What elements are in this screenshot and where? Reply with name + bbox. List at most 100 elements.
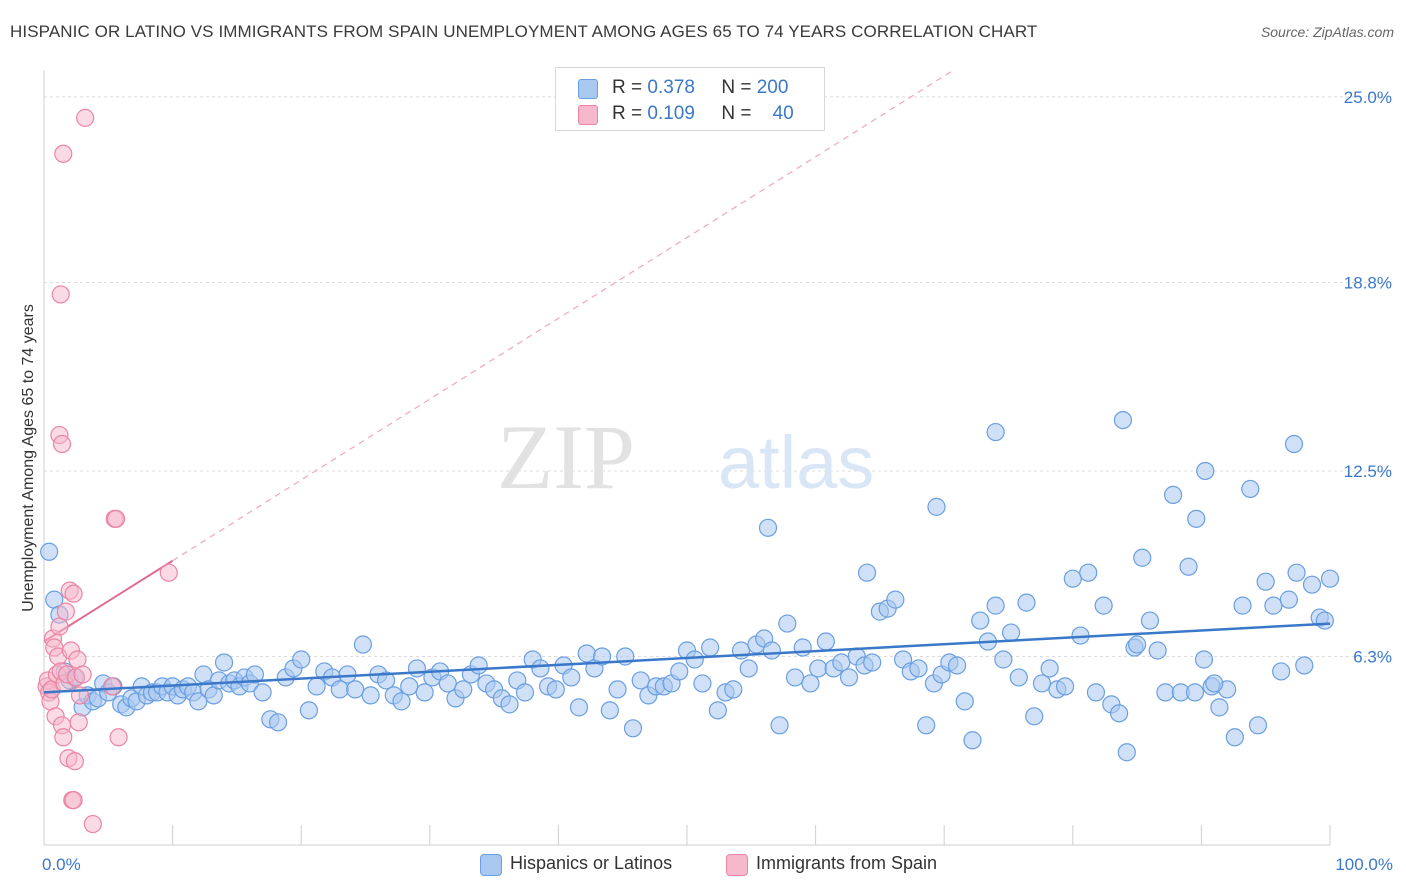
axes xyxy=(43,70,1331,846)
data-point-hispanic xyxy=(1094,596,1113,615)
data-point-hispanic xyxy=(762,641,781,660)
data-point-hispanic xyxy=(245,665,265,684)
data-point-spain xyxy=(65,752,84,771)
data-point-hispanic xyxy=(739,659,758,678)
data-point-hispanic xyxy=(1194,650,1214,669)
data-point-hispanic xyxy=(1127,635,1147,654)
data-point-hispanic xyxy=(307,677,326,696)
data-point-spain xyxy=(103,677,122,696)
series-legend: Hispanics or Latinos Immigrants from Spa… xyxy=(0,852,1406,878)
data-point-hispanic xyxy=(392,692,411,711)
data-point-hispanic xyxy=(955,692,974,711)
data-point-hispanic xyxy=(1205,674,1224,693)
tick-labels: 6.3% 12.5% 18.8% 25.0% 0.0% 100.0% xyxy=(42,88,1393,874)
data-point-hispanic xyxy=(1302,575,1322,594)
data-point-hispanic xyxy=(1055,677,1075,696)
data-point-spain xyxy=(54,728,73,747)
data-point-hispanic xyxy=(1225,728,1244,747)
legend-n-label: N = xyxy=(721,103,752,124)
data-point-hispanic xyxy=(415,683,434,702)
legend-r-label: R = xyxy=(612,77,643,98)
data-point-hispanic xyxy=(268,713,288,732)
data-point-hispanic xyxy=(1133,548,1152,567)
data-point-hispanic xyxy=(685,650,704,669)
data-point-hispanic xyxy=(986,422,1005,442)
data-point-hispanic xyxy=(986,596,1005,615)
data-point-hispanic xyxy=(994,650,1013,669)
data-point-hispanic xyxy=(1025,707,1044,726)
data-point-hispanic xyxy=(562,668,581,687)
legend-swatch-pink xyxy=(578,105,598,125)
data-point-hispanic xyxy=(1287,563,1306,582)
x-tick-label-max: 100.0% xyxy=(1335,855,1393,874)
data-point-hispanic xyxy=(376,671,396,690)
data-point-hispanic xyxy=(927,497,946,516)
y-tick-label: 6.3% xyxy=(1353,647,1392,666)
data-point-spain xyxy=(109,728,128,747)
data-point-hispanic xyxy=(338,665,357,684)
data-point-hispanic xyxy=(1032,674,1052,693)
data-point-hispanic xyxy=(758,518,778,537)
data-point-hispanic xyxy=(701,638,720,657)
data-point-hispanic xyxy=(1017,593,1036,612)
data-point-hispanic xyxy=(886,590,905,609)
watermark: ZIP atlas xyxy=(497,406,874,508)
data-point-hispanic xyxy=(801,674,820,693)
data-point-hispanic xyxy=(189,692,208,711)
legend-n-label: N = xyxy=(721,77,752,98)
data-point-hispanic xyxy=(569,698,589,717)
data-point-hispanic xyxy=(770,716,789,735)
data-point-hispanic xyxy=(330,680,349,699)
legend-swatch-blue xyxy=(480,854,502,876)
trend-immigrants-from-spain xyxy=(43,69,955,643)
data-point-hispanic xyxy=(1264,596,1283,615)
y-axis-label: Unemployment Among Ages 65 to 74 years xyxy=(20,304,37,612)
data-point-hispanic xyxy=(693,674,712,693)
data-point-hispanic xyxy=(1148,641,1167,660)
data-point-hispanic xyxy=(623,719,643,738)
data-point-hispanic xyxy=(1086,683,1106,702)
data-point-spain xyxy=(73,665,92,684)
data-point-hispanic xyxy=(1040,659,1059,678)
data-point-hispanic xyxy=(832,653,851,672)
legend-n-value: 200 xyxy=(756,77,789,98)
data-point-hispanic xyxy=(438,674,457,693)
data-point-hispanic xyxy=(1140,611,1160,630)
data-point-hispanic xyxy=(1079,563,1098,582)
data-point-hispanic xyxy=(1315,611,1334,630)
data-point-hispanic xyxy=(1117,743,1136,762)
watermark-atlas: atlas xyxy=(718,421,874,504)
data-point-hispanic xyxy=(546,680,565,699)
legend-n-value: 40 xyxy=(772,103,794,124)
data-point-hispanic xyxy=(778,614,797,633)
data-point-hispanic xyxy=(299,701,319,720)
data-point-hispanic xyxy=(454,680,473,699)
data-point-hispanic xyxy=(909,659,928,678)
data-point-spain xyxy=(83,814,102,834)
data-point-hispanic xyxy=(793,638,812,657)
data-point-hispanic xyxy=(971,611,990,630)
data-point-hispanic xyxy=(839,668,859,687)
data-point-hispanic xyxy=(600,701,619,720)
y-tick-label: 12.5% xyxy=(1344,462,1392,481)
trend-line xyxy=(43,622,1331,694)
data-point-hispanic xyxy=(1284,434,1304,454)
data-point-hispanic xyxy=(670,662,689,681)
data-point-hispanic xyxy=(1156,683,1175,702)
data-point-hispanic xyxy=(785,668,805,687)
chart-title: HISPANIC OR LATINO VS IMMIGRANTS FROM SP… xyxy=(10,22,1038,41)
data-point-hispanic xyxy=(708,701,727,720)
data-point-hispanic xyxy=(1210,698,1229,717)
data-point-hispanic xyxy=(1179,557,1198,576)
legend-r-value: 0.378 xyxy=(647,77,695,98)
data-point-hispanic xyxy=(1256,572,1275,591)
data-point-hispanic xyxy=(1113,410,1133,430)
data-point-hispanic xyxy=(1009,668,1028,687)
data-point-hispanic xyxy=(407,659,427,678)
data-point-spain xyxy=(54,144,73,163)
data-point-spain xyxy=(51,285,70,304)
data-point-spain xyxy=(106,509,126,528)
data-point-hispanic xyxy=(1241,479,1260,499)
data-point-spain xyxy=(76,108,95,127)
